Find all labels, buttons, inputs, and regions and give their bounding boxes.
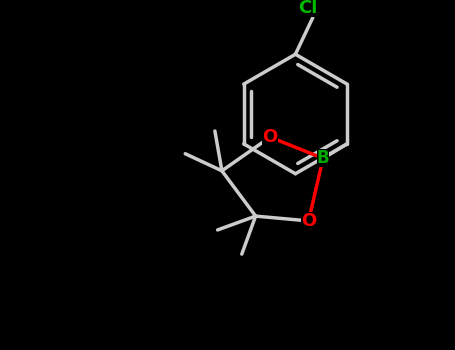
Text: O: O [301,212,316,230]
Text: O: O [263,128,278,146]
Text: B: B [317,149,329,167]
Text: Cl: Cl [298,0,318,17]
